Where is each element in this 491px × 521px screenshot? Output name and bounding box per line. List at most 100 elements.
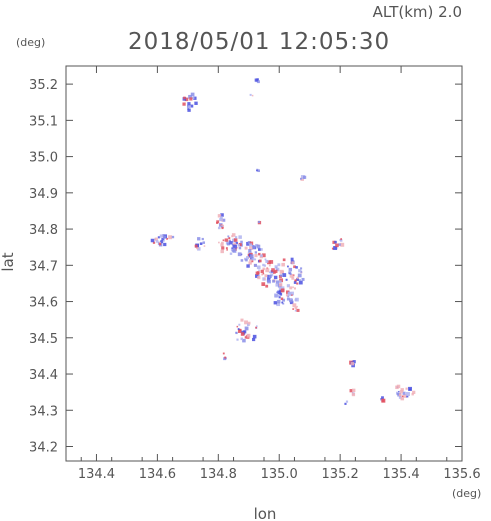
y-axis-ticks: 34.2 34.3 34.4 34.5 34.6 34.7 34.8 34.9 35.0 35.1… [29, 78, 462, 456]
data-point [246, 256, 250, 260]
data-point [275, 283, 279, 287]
data-point [351, 363, 355, 368]
data-point [261, 273, 264, 276]
data-point [282, 298, 286, 302]
data-point [220, 243, 224, 247]
data-point [240, 318, 244, 322]
y-axis-label: lat [0, 252, 17, 271]
data-point [229, 239, 231, 242]
data-point [281, 262, 285, 267]
data-point [264, 274, 268, 278]
data-point [260, 254, 263, 257]
x-tick-label: 135.2 [322, 467, 359, 482]
data-point [260, 269, 264, 274]
data-point [236, 246, 239, 249]
data-point [201, 237, 204, 241]
data-point [300, 175, 305, 180]
data-point [288, 267, 293, 272]
data-point [276, 291, 278, 294]
data-point [150, 238, 155, 243]
data-point [279, 274, 283, 277]
y-tick-label: 34.3 [29, 404, 58, 419]
data-point [190, 92, 195, 97]
data-point [282, 273, 287, 277]
data-point [252, 245, 256, 249]
data-point [220, 216, 223, 219]
data-point [238, 242, 242, 247]
data-point [287, 265, 289, 268]
data-point [244, 320, 248, 325]
data-point [247, 241, 251, 245]
data-point [231, 233, 236, 237]
data-point [396, 392, 400, 396]
data-point [296, 278, 299, 281]
data-point [405, 387, 408, 390]
data-point [229, 252, 233, 255]
data-point [296, 276, 299, 279]
data-point [281, 270, 285, 274]
data-point [227, 235, 230, 238]
x-tick-label: 134.4 [78, 467, 115, 482]
data-point [278, 287, 282, 291]
data-point [233, 242, 237, 246]
data-point [246, 264, 250, 268]
data-point [220, 241, 224, 245]
data-point [202, 241, 206, 244]
data-point [281, 286, 285, 290]
data-point [381, 399, 385, 403]
data-point [296, 305, 298, 308]
data-point [278, 280, 282, 283]
data-point [168, 235, 173, 240]
data-point [400, 396, 405, 401]
data-point [242, 338, 246, 343]
data-point [254, 251, 258, 254]
data-point [289, 272, 292, 275]
data-point [221, 226, 224, 230]
data-point [289, 273, 294, 278]
data-point [235, 331, 237, 334]
data-point [184, 97, 189, 102]
data-point [188, 105, 191, 108]
data-point [154, 237, 158, 241]
data-point [257, 276, 261, 280]
data-point [276, 302, 281, 307]
data-point [231, 247, 234, 249]
data-point [187, 108, 191, 112]
data-point [340, 238, 343, 240]
x-tick-label: 135.4 [382, 467, 419, 482]
data-point [282, 258, 286, 262]
data-point [257, 80, 260, 84]
data-point [300, 177, 304, 181]
data-point [222, 352, 225, 355]
data-point [279, 283, 283, 287]
data-point [280, 297, 284, 301]
data-point [263, 278, 266, 280]
data-point [247, 321, 251, 325]
data-point [166, 237, 168, 240]
data-point [223, 357, 227, 361]
data-point [350, 362, 355, 366]
data-point [263, 264, 266, 267]
data-point [255, 274, 259, 278]
data-point [237, 244, 240, 247]
data-point [194, 244, 198, 248]
data-point [294, 279, 297, 282]
data-point [255, 243, 258, 247]
data-point [222, 218, 226, 222]
data-point [251, 260, 254, 263]
data-point [249, 254, 254, 259]
data-point [269, 260, 274, 264]
data-point [303, 175, 307, 179]
data-point [399, 390, 403, 394]
data-point [286, 297, 290, 301]
data-point [345, 400, 349, 403]
data-point [261, 282, 266, 286]
data-point [395, 385, 399, 390]
data-point [411, 393, 414, 396]
data-point [240, 240, 243, 244]
data-point [286, 284, 290, 288]
data-point [240, 337, 244, 341]
data-point [162, 234, 165, 237]
data-point [217, 214, 222, 218]
data-point [273, 301, 277, 305]
